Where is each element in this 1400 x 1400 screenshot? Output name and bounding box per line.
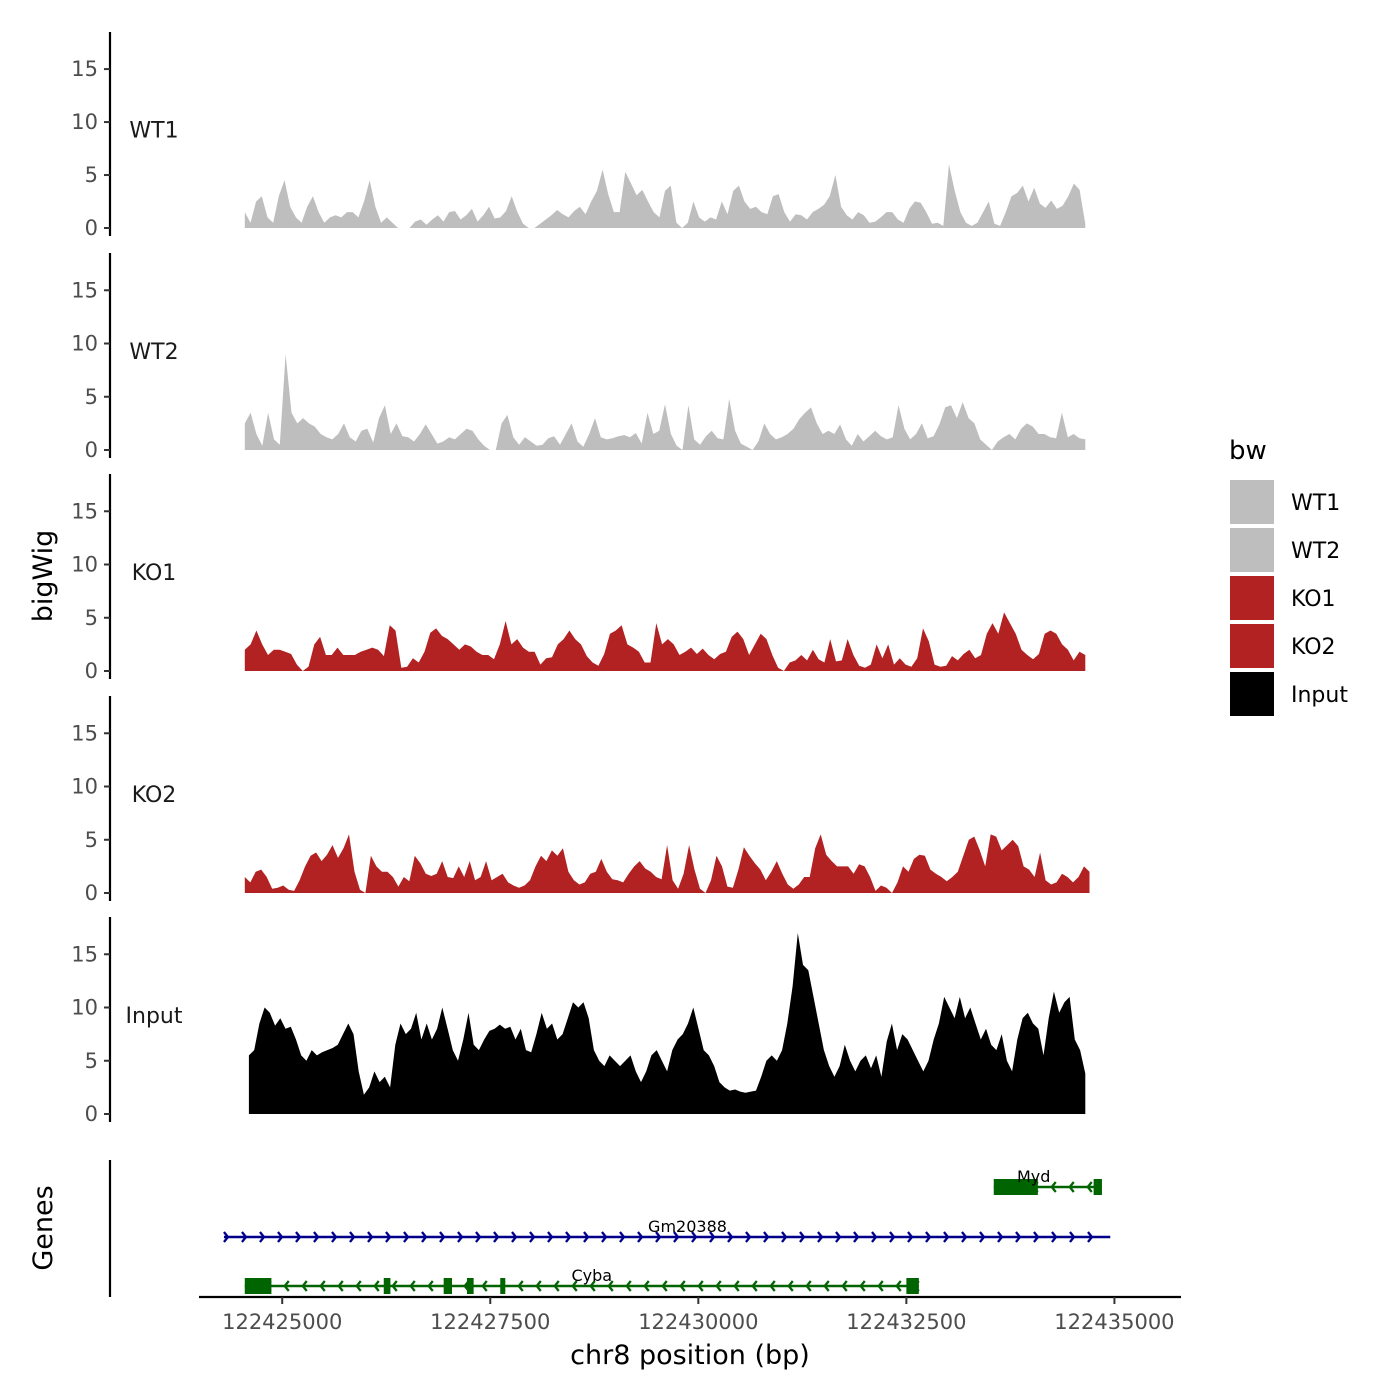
gene-exon: [244, 1278, 272, 1294]
legend-item-input: Input: [1230, 672, 1348, 716]
legend-label: KO1: [1291, 587, 1336, 612]
x-tick-label: 122425000: [222, 1310, 342, 1334]
x-tick-label: 122435000: [1054, 1310, 1174, 1334]
gene-exon: [906, 1278, 919, 1294]
gene-cyba: Cyba: [244, 1266, 920, 1294]
gene-label-cyba: Cyba: [571, 1266, 612, 1285]
track-label-ko2: KO2: [132, 783, 177, 808]
genes-layer: Myd Gm20388 Cyba: [223, 1167, 1111, 1294]
x-tick-label: 122430000: [638, 1310, 758, 1334]
track-area-input: [248, 933, 1086, 1114]
y-tick-label: 0: [85, 1102, 98, 1126]
y-tick-label: 10: [71, 553, 98, 577]
track-area-ko2: [244, 834, 1090, 893]
track-label-ko1: KO1: [132, 561, 177, 586]
gene-exon: [443, 1278, 452, 1294]
x-tick-label: 122432500: [846, 1310, 966, 1334]
y-axis-ko1: 0 5 10 15 KO1: [71, 474, 176, 683]
y-axis-wt2: 0 5 10 15 WT2: [71, 253, 179, 462]
y-axis-ko2: 0 5 10 15 KO2: [71, 696, 176, 905]
gene-exon: [993, 1179, 1038, 1195]
y-tick-label: 15: [71, 942, 98, 966]
legend-label: WT2: [1291, 539, 1340, 564]
legend: bw WT1 WT2 KO1 KO2 Input: [1229, 436, 1348, 716]
x-axis-title: chr8 position (bp): [570, 1340, 810, 1371]
legend-swatch: [1230, 672, 1274, 716]
genes-axes: 122425000 122427500 122430000 122432500 1224…: [108, 1160, 1181, 1334]
y-tick-label: 5: [85, 606, 98, 630]
legend-item-ko2: KO2: [1230, 624, 1336, 668]
y-tick-label: 10: [71, 332, 98, 356]
legend-item-wt2: WT2: [1230, 528, 1340, 572]
legend-title: bw: [1229, 436, 1267, 466]
legend-swatch: [1230, 480, 1274, 524]
y-tick-label: 5: [85, 1049, 98, 1073]
legend-label: Input: [1291, 683, 1348, 708]
gene-label-gm20388: Gm20388: [648, 1217, 727, 1236]
axes-layer: 0 5 10 15 WT1 0 5 10 15 WT2 0 5 10 15 KO1 0 5 10 15 KO2 0 5 10…: [71, 32, 1181, 1334]
y-tick-label: 5: [85, 385, 98, 409]
gene-myd: Myd: [993, 1167, 1102, 1195]
track-area-ko1: [244, 612, 1086, 671]
track-wt2: [244, 354, 1086, 450]
y-axis-input: 0 5 10 15 Input: [71, 917, 183, 1126]
y-axis-wt1: 0 5 10 15 WT1: [71, 32, 179, 240]
y-tick-label: 0: [85, 438, 98, 462]
y-tick-label: 10: [71, 996, 98, 1020]
x-tick-label: 122427500: [430, 1310, 550, 1334]
gene-gm20388: Gm20388: [223, 1217, 1111, 1243]
legend-item-wt1: WT1: [1230, 480, 1340, 524]
track-area-wt2: [244, 354, 1086, 450]
tracks-layer: [244, 164, 1090, 1114]
genes-panel-title: Genes: [28, 1185, 59, 1270]
y-axis-title: bigWig: [28, 530, 59, 623]
gene-strand-arrows: [223, 1231, 1094, 1243]
track-label-wt2: WT2: [129, 340, 178, 365]
y-tick-label: 15: [71, 721, 98, 745]
track-input: [248, 933, 1086, 1114]
legend-swatch: [1230, 576, 1274, 620]
gene-exon: [500, 1278, 506, 1294]
track-ko1: [244, 612, 1086, 671]
legend-swatch: [1230, 624, 1274, 668]
legend-item-ko1: KO1: [1230, 576, 1336, 620]
y-tick-label: 10: [71, 775, 98, 799]
track-area-wt1: [244, 164, 1086, 228]
y-tick-label: 15: [71, 499, 98, 523]
y-tick-label: 15: [71, 57, 98, 81]
track-label-input: Input: [126, 1004, 183, 1029]
y-tick-label: 10: [71, 110, 98, 134]
y-tick-label: 15: [71, 278, 98, 302]
y-tick-label: 5: [85, 828, 98, 852]
gene-exon: [1093, 1179, 1102, 1195]
track-label-wt1: WT1: [129, 118, 178, 143]
y-tick-label: 0: [85, 216, 98, 240]
legend-label: WT1: [1291, 491, 1340, 516]
y-tick-label: 0: [85, 659, 98, 683]
y-tick-label: 0: [85, 881, 98, 905]
legend-label: KO2: [1291, 635, 1336, 660]
gene-exon: [383, 1278, 391, 1294]
gene-exon: [466, 1278, 474, 1294]
y-tick-label: 5: [85, 163, 98, 187]
track-wt1: [244, 164, 1086, 228]
gene-label-myd: Myd: [1017, 1167, 1050, 1186]
track-ko2: [244, 834, 1090, 893]
legend-swatch: [1230, 528, 1274, 572]
